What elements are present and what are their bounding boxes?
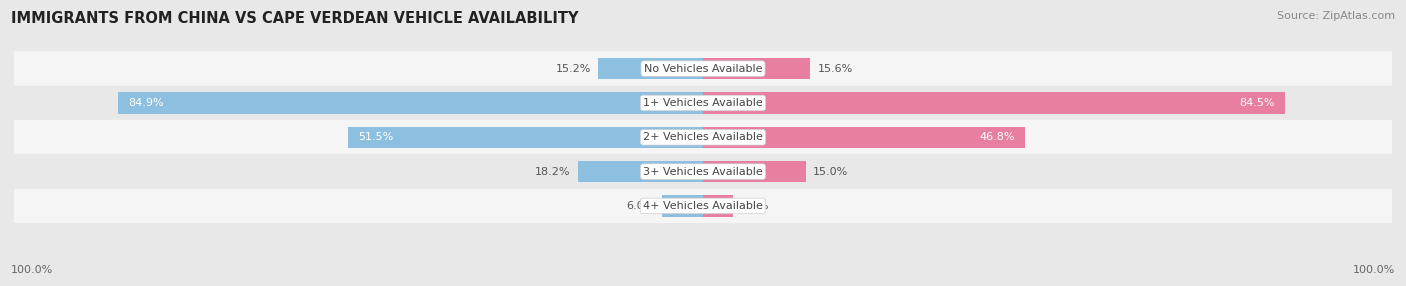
Bar (662, 195, 703, 217)
Text: IMMIGRANTS FROM CHINA VS CAPE VERDEAN VEHICLE AVAILABILITY: IMMIGRANTS FROM CHINA VS CAPE VERDEAN VE… (11, 11, 579, 26)
Text: 46.8%: 46.8% (980, 132, 1015, 142)
Text: 15.0%: 15.0% (813, 167, 848, 176)
Text: 3+ Vehicles Available: 3+ Vehicles Available (643, 167, 763, 176)
Text: 4+ Vehicles Available: 4+ Vehicles Available (643, 201, 763, 211)
Bar (599, 58, 703, 79)
Bar (118, 92, 703, 114)
Text: 100.0%: 100.0% (1353, 265, 1395, 275)
Text: 51.5%: 51.5% (359, 132, 394, 142)
Bar (14, 189, 1392, 223)
Bar (703, 127, 1025, 148)
Bar (703, 92, 1285, 114)
Text: 2+ Vehicles Available: 2+ Vehicles Available (643, 132, 763, 142)
Text: 15.2%: 15.2% (555, 64, 592, 74)
Text: 15.6%: 15.6% (817, 64, 852, 74)
Bar (14, 154, 1392, 189)
Text: No Vehicles Available: No Vehicles Available (644, 64, 762, 74)
Bar (14, 86, 1392, 120)
Bar (703, 161, 807, 182)
Bar (349, 127, 703, 148)
Bar (14, 51, 1392, 86)
Legend: Immigrants from China, Cape Verdean: Immigrants from China, Cape Verdean (547, 283, 859, 286)
Text: 4.4%: 4.4% (740, 201, 769, 211)
Bar (578, 161, 703, 182)
Text: 18.2%: 18.2% (536, 167, 571, 176)
Bar (703, 58, 810, 79)
Text: 1+ Vehicles Available: 1+ Vehicles Available (643, 98, 763, 108)
Bar (703, 195, 734, 217)
Text: 100.0%: 100.0% (11, 265, 53, 275)
Text: 6.0%: 6.0% (627, 201, 655, 211)
Text: 84.5%: 84.5% (1239, 98, 1275, 108)
Bar (14, 120, 1392, 154)
Text: Source: ZipAtlas.com: Source: ZipAtlas.com (1277, 11, 1395, 21)
Text: 84.9%: 84.9% (128, 98, 165, 108)
